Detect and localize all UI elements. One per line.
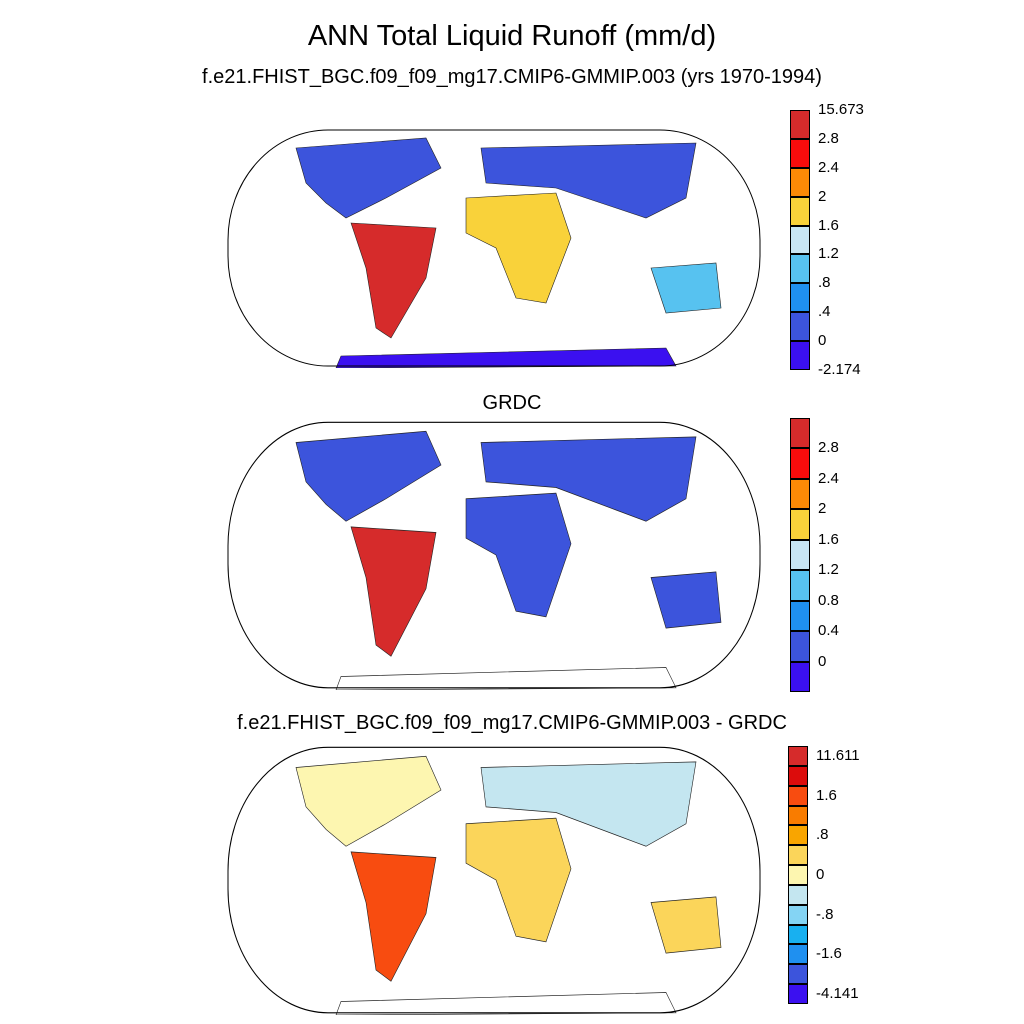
colorbar-swatch bbox=[788, 805, 808, 826]
landmass bbox=[465, 817, 572, 943]
landmass bbox=[650, 571, 722, 629]
panel-1-map bbox=[227, 129, 761, 368]
colorbar-label: 1.6 bbox=[818, 216, 839, 234]
landmass bbox=[465, 492, 572, 618]
colorbar-swatch bbox=[790, 196, 810, 226]
landmass bbox=[350, 526, 437, 657]
colorbar-swatch bbox=[788, 746, 808, 766]
landmass bbox=[295, 137, 442, 219]
colorbar-swatch bbox=[788, 865, 808, 885]
colorbar-swatch bbox=[790, 631, 810, 662]
landmass bbox=[295, 755, 442, 847]
panel-2-map bbox=[227, 421, 761, 690]
colorbar-swatch bbox=[790, 570, 810, 601]
landmass bbox=[650, 262, 722, 314]
colorbar-label: .8 bbox=[818, 274, 831, 292]
landmass bbox=[465, 192, 572, 304]
colorbar-label: 11.611 bbox=[816, 746, 860, 764]
colorbar-label: -2.174 bbox=[818, 361, 861, 378]
colorbar-swatch bbox=[788, 785, 808, 806]
colorbar-label: 0 bbox=[818, 332, 827, 350]
panel-3-map bbox=[227, 746, 761, 1015]
colorbar-swatch bbox=[788, 904, 808, 925]
colorbar-swatch bbox=[788, 765, 808, 786]
colorbar-swatch bbox=[788, 944, 808, 965]
colorbar-label: 2.8 bbox=[818, 439, 839, 457]
colorbar-swatch bbox=[790, 509, 810, 540]
figure-title: ANN Total Liquid Runoff (mm/d) bbox=[307, 20, 717, 52]
colorbar-label: 2.4 bbox=[818, 158, 839, 176]
colorbar-swatch bbox=[788, 924, 808, 945]
colorbar-swatch bbox=[790, 600, 810, 632]
panel-1-colorbar: 15.673 2.8 2.4 2 1.6 1.2 .8 .4 0 -2.174 bbox=[790, 101, 864, 378]
map-group bbox=[227, 746, 761, 1015]
colorbar-swatch bbox=[790, 341, 810, 370]
colorbar-label: 1.6 bbox=[818, 530, 839, 548]
landmass bbox=[335, 347, 677, 368]
colorbar-swatch bbox=[790, 418, 810, 449]
colorbar-label: 1.2 bbox=[818, 561, 839, 579]
colorbar-label: -.8 bbox=[816, 905, 834, 923]
colorbar-label: 2 bbox=[818, 500, 827, 518]
colorbar-label: 15.673 bbox=[818, 101, 864, 118]
map-group bbox=[227, 421, 761, 690]
colorbar-label: 1.6 bbox=[816, 786, 837, 804]
map-frame bbox=[227, 129, 761, 367]
landmass bbox=[335, 992, 677, 1015]
landmass bbox=[650, 896, 722, 954]
landmass bbox=[295, 430, 442, 522]
panel-1-title: f.e21.FHIST_BGC.f09_f09_mg17.CMIP6-GMMIP… bbox=[202, 66, 822, 88]
map-group bbox=[227, 129, 761, 368]
panel-2-title: GRDC bbox=[482, 392, 542, 414]
colorbar-label: 0 bbox=[816, 866, 825, 883]
panel-2-colorbar: 2.8 2.4 2 1.6 1.2 0.8 0.4 0 bbox=[790, 418, 858, 692]
colorbar-swatch bbox=[790, 110, 810, 139]
colorbar-swatch bbox=[790, 539, 810, 571]
landmass bbox=[335, 667, 677, 690]
colorbar-label: 0 bbox=[818, 652, 827, 670]
colorbar-label: 2 bbox=[818, 187, 827, 205]
colorbar-swatch bbox=[790, 138, 810, 168]
map-frame bbox=[227, 746, 761, 1014]
landmass bbox=[350, 222, 437, 339]
colorbar-swatch bbox=[790, 254, 810, 284]
colorbar-swatch bbox=[790, 225, 810, 255]
colorbar-label: -1.6 bbox=[816, 945, 842, 963]
colorbar-swatch bbox=[788, 984, 808, 1004]
colorbar-label: 1.2 bbox=[818, 245, 839, 263]
colorbar-swatch bbox=[788, 964, 808, 985]
colorbar-swatch bbox=[788, 884, 808, 905]
colorbar-swatch bbox=[790, 167, 810, 197]
colorbar-swatch bbox=[790, 478, 810, 510]
colorbar-label: 0.4 bbox=[818, 622, 839, 640]
panel-3-title: f.e21.FHIST_BGC.f09_f09_mg17.CMIP6-GMMIP… bbox=[237, 712, 787, 734]
colorbar-label: .8 bbox=[816, 826, 829, 844]
colorbar-swatch bbox=[790, 448, 810, 479]
colorbar-label: 2.4 bbox=[818, 469, 839, 487]
colorbar-swatch bbox=[790, 661, 810, 692]
landmass bbox=[480, 436, 697, 522]
landmass bbox=[480, 761, 697, 847]
panel-3-colorbar: 11.611 1.6 .8 0 -.8 -1.6 -4.141 bbox=[788, 746, 860, 1004]
colorbar-label: 2.8 bbox=[818, 129, 839, 147]
colorbar-swatch bbox=[788, 825, 808, 846]
colorbar-swatch bbox=[790, 312, 810, 342]
map-frame bbox=[227, 421, 761, 689]
colorbar-label: 0.8 bbox=[818, 591, 839, 609]
colorbar-swatch bbox=[790, 283, 810, 313]
landmass bbox=[480, 142, 697, 219]
colorbar-swatch bbox=[788, 845, 808, 866]
colorbar-label: -4.141 bbox=[816, 985, 859, 1003]
landmass bbox=[350, 851, 437, 982]
colorbar-label: .4 bbox=[818, 303, 831, 321]
